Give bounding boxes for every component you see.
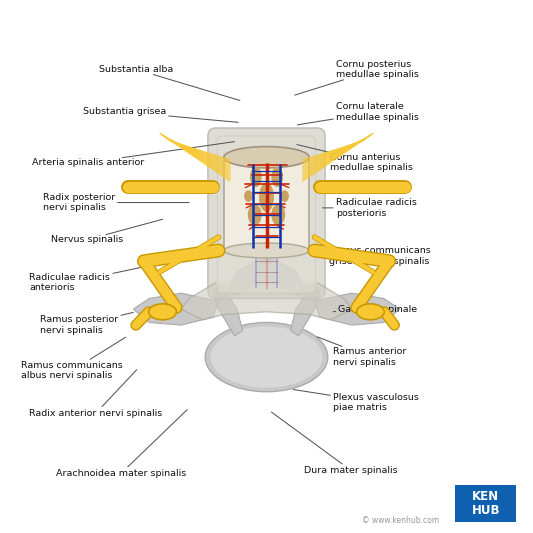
Text: Cornu anterius
medullae spinalis: Cornu anterius medullae spinalis bbox=[297, 144, 413, 172]
FancyBboxPatch shape bbox=[217, 136, 316, 293]
Ellipse shape bbox=[271, 204, 285, 225]
Ellipse shape bbox=[244, 190, 253, 202]
Text: © www.kenhub.com: © www.kenhub.com bbox=[362, 516, 440, 525]
FancyBboxPatch shape bbox=[208, 128, 325, 298]
Polygon shape bbox=[133, 293, 219, 325]
Text: Arteria spinalis anterior: Arteria spinalis anterior bbox=[32, 142, 235, 167]
Polygon shape bbox=[290, 285, 320, 336]
Text: Cornu laterale
medullae spinalis: Cornu laterale medullae spinalis bbox=[297, 102, 418, 125]
Text: Ramus communicans
albus nervi spinalis: Ramus communicans albus nervi spinalis bbox=[21, 337, 126, 380]
Text: Radiculae radicis
posterioris: Radiculae radicis posterioris bbox=[322, 198, 417, 217]
FancyBboxPatch shape bbox=[224, 157, 309, 251]
Polygon shape bbox=[181, 282, 352, 320]
Ellipse shape bbox=[357, 304, 384, 320]
Ellipse shape bbox=[224, 147, 309, 168]
Text: Ganglion spinale: Ganglion spinale bbox=[333, 305, 417, 313]
Text: Substantia alba: Substantia alba bbox=[99, 65, 240, 101]
Ellipse shape bbox=[248, 204, 262, 225]
Text: Ramus communicans
griseus nervi spinalis: Ramus communicans griseus nervi spinalis bbox=[325, 246, 431, 265]
Polygon shape bbox=[314, 293, 400, 325]
Ellipse shape bbox=[211, 326, 322, 388]
Ellipse shape bbox=[250, 167, 262, 187]
Ellipse shape bbox=[280, 190, 289, 202]
Text: Radix posterior
nervi spinalis: Radix posterior nervi spinalis bbox=[43, 193, 189, 212]
Ellipse shape bbox=[259, 182, 274, 212]
Ellipse shape bbox=[224, 243, 309, 258]
Ellipse shape bbox=[271, 167, 283, 187]
Text: Cornu posterius
medullae spinalis: Cornu posterius medullae spinalis bbox=[295, 60, 418, 95]
Polygon shape bbox=[213, 285, 243, 336]
Text: Radix anterior nervi spinalis: Radix anterior nervi spinalis bbox=[29, 370, 163, 417]
Text: KEN
HUB: KEN HUB bbox=[472, 490, 500, 517]
Polygon shape bbox=[227, 259, 306, 296]
Text: Substantia grisea: Substantia grisea bbox=[83, 108, 238, 123]
Text: Nervus spinalis: Nervus spinalis bbox=[51, 219, 163, 244]
Text: Ramus posterior
nervi spinalis: Ramus posterior nervi spinalis bbox=[40, 312, 133, 335]
Ellipse shape bbox=[259, 253, 274, 264]
Text: Dura mater spinalis: Dura mater spinalis bbox=[271, 412, 398, 474]
Text: Ramus anterior
nervi spinalis: Ramus anterior nervi spinalis bbox=[317, 337, 407, 367]
Text: Radiculae radicis
anterioris: Radiculae radicis anterioris bbox=[29, 262, 168, 292]
Text: Arachnoidea mater spinalis: Arachnoidea mater spinalis bbox=[56, 410, 187, 478]
Ellipse shape bbox=[205, 322, 328, 392]
Ellipse shape bbox=[149, 304, 176, 320]
Text: Plexus vasculosus
piae matris: Plexus vasculosus piae matris bbox=[293, 390, 419, 412]
